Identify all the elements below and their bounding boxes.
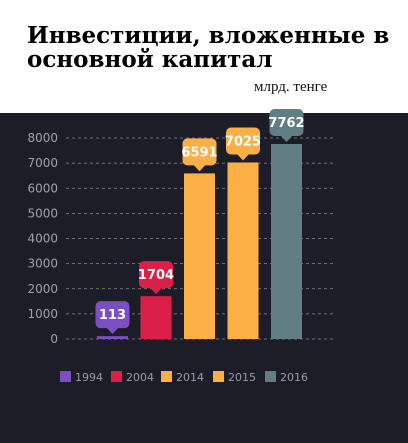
data-label-bubble — [269, 108, 304, 136]
y-tick-label: 0 — [50, 332, 58, 346]
bars — [97, 143, 302, 339]
data-label-text: 1704 — [138, 268, 174, 283]
legend-item-2015: 2015 — [213, 371, 256, 384]
legend-item-2004: 2004 — [111, 371, 154, 384]
data-label-2015: 7025 — [225, 127, 261, 161]
y-tick-label: 6000 — [27, 181, 58, 195]
data-label-text: 113 — [99, 308, 126, 323]
legend-swatch — [265, 371, 276, 382]
bar-2014 — [184, 173, 215, 339]
bar-2016 — [271, 143, 302, 339]
y-tick-label: 2000 — [27, 282, 58, 296]
data-label-2004: 1704 — [138, 261, 174, 295]
data-label-bubble — [139, 261, 173, 289]
legend-swatch — [213, 371, 224, 382]
legend-label: 2004 — [126, 371, 154, 384]
data-label-bubble — [226, 127, 260, 155]
data-label-pointer — [280, 135, 293, 142]
legend-item-1994: 1994 — [60, 371, 103, 384]
data-label-pointer — [150, 287, 162, 295]
legend-label: 2014 — [176, 371, 204, 384]
data-labels: 113 1704 6591 7025 7762 — [95, 108, 305, 335]
data-label-bubble — [182, 138, 217, 166]
data-label-bubble — [95, 301, 130, 329]
y-tick-label: 1000 — [27, 307, 58, 321]
data-label-text: 7762 — [268, 116, 304, 131]
y-tick-label: 8000 — [27, 131, 58, 145]
legend-swatch — [111, 371, 122, 382]
data-label-2016: 7762 — [268, 108, 305, 142]
legend-label: 2016 — [280, 371, 308, 384]
data-label-pointer — [237, 153, 249, 161]
chart-title: Инвестиции, вложенные в основной капитал — [27, 22, 390, 73]
legend-label: 1994 — [75, 371, 103, 384]
data-label-text: 7025 — [225, 134, 261, 149]
y-tick-label: 5000 — [27, 206, 58, 220]
legend-swatch — [60, 371, 71, 382]
legend-swatch — [161, 371, 172, 382]
y-tick-label: 3000 — [27, 257, 58, 271]
data-label-text: 6591 — [181, 145, 217, 160]
bar-2015 — [227, 162, 259, 339]
bar-2004 — [140, 296, 172, 339]
y-tick-label: 7000 — [27, 156, 58, 170]
bar-1994 — [97, 336, 128, 339]
legend-item-2014: 2014 — [161, 371, 204, 384]
data-label-2014: 6591 — [181, 138, 218, 172]
legend-item-2016: 2016 — [265, 371, 308, 384]
data-label-1994: 113 — [95, 301, 130, 335]
legend: 1994 2004 2014 2015 2016 — [60, 371, 308, 384]
legend-label: 2015 — [228, 371, 256, 384]
data-label-pointer — [193, 164, 206, 172]
unit-label: млрд. тенге — [254, 79, 328, 95]
title-panel: Инвестиции, вложенные в основной капитал… — [0, 0, 408, 113]
y-axis: 0 1000 2000 3000 4000 5000 6000 7000 8000 — [27, 131, 58, 346]
y-tick-label: 4000 — [27, 232, 58, 246]
data-label-pointer — [106, 327, 119, 335]
